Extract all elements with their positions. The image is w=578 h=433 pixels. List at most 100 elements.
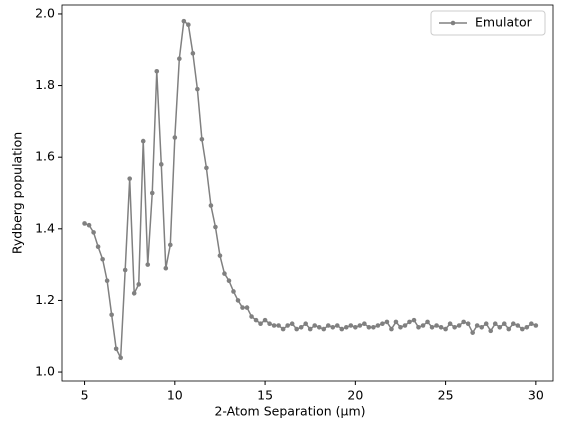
point <box>411 317 417 323</box>
point <box>407 319 412 325</box>
point <box>149 190 155 196</box>
point <box>524 324 530 330</box>
point <box>434 323 439 328</box>
x-tick-label: 30 <box>528 388 544 403</box>
point <box>131 290 137 296</box>
point <box>447 321 453 327</box>
point <box>163 265 169 271</box>
point <box>402 323 408 328</box>
point <box>154 68 160 74</box>
point <box>113 346 119 352</box>
point <box>226 278 232 284</box>
point <box>497 324 503 330</box>
point <box>416 324 421 330</box>
point <box>208 203 214 208</box>
point <box>294 326 299 332</box>
point <box>375 323 381 328</box>
point <box>339 326 345 332</box>
point <box>258 321 263 327</box>
x-axis-label: 2-Atom Separation (μm) <box>214 404 365 419</box>
point <box>271 323 277 328</box>
point <box>249 314 254 319</box>
point <box>465 321 471 327</box>
point <box>177 56 182 62</box>
y-tick-label: 1.4 <box>35 220 55 235</box>
point <box>118 355 123 361</box>
point <box>240 305 245 310</box>
point <box>353 324 358 330</box>
y-tick-label: 2.0 <box>35 5 55 20</box>
legend-label: Emulator <box>475 15 533 30</box>
legend-marker <box>450 20 456 26</box>
point <box>316 324 322 330</box>
point <box>393 319 399 325</box>
point <box>307 326 313 332</box>
y-axis-label: Rydberg population <box>10 132 25 254</box>
point <box>357 323 363 328</box>
point <box>186 22 191 27</box>
point <box>222 271 227 276</box>
point <box>235 298 241 303</box>
x-tick-label: 5 <box>81 388 89 403</box>
y-tick-label: 1.6 <box>35 149 55 164</box>
point <box>520 326 525 332</box>
point <box>420 323 426 328</box>
point <box>371 324 376 330</box>
point <box>510 321 516 327</box>
point <box>533 323 539 328</box>
point <box>366 324 372 330</box>
point <box>501 321 507 327</box>
point <box>158 162 164 167</box>
point <box>384 319 390 325</box>
point <box>168 242 173 248</box>
point <box>145 262 151 267</box>
point <box>362 321 367 327</box>
point <box>217 253 223 258</box>
point <box>506 326 512 332</box>
point <box>325 323 331 328</box>
point <box>195 86 200 92</box>
point <box>204 165 209 171</box>
y-tick-label: 1.2 <box>35 292 55 307</box>
point <box>479 324 484 330</box>
point <box>425 319 430 325</box>
point <box>280 326 286 332</box>
point <box>529 321 534 327</box>
point <box>244 305 250 310</box>
point <box>488 328 494 334</box>
point <box>461 319 466 325</box>
point <box>312 323 318 328</box>
point <box>136 282 142 287</box>
point <box>181 18 187 24</box>
point <box>398 324 403 330</box>
point <box>82 221 87 226</box>
point <box>276 323 281 328</box>
point <box>86 222 92 228</box>
point <box>190 51 196 56</box>
legend-box <box>430 10 546 36</box>
point <box>127 176 132 181</box>
y-tick-label: 1.0 <box>35 364 55 379</box>
legend: Emulator <box>430 10 546 36</box>
point <box>348 323 354 328</box>
point <box>456 323 462 328</box>
x-tick-label: 25 <box>438 388 454 403</box>
x-tick-label: 10 <box>167 388 183 403</box>
point <box>474 323 480 328</box>
point <box>231 289 236 294</box>
point <box>267 321 272 327</box>
x-tick-label: 15 <box>257 388 273 403</box>
point <box>483 321 489 327</box>
point <box>344 324 349 330</box>
point <box>199 136 205 142</box>
y-tick-label: 1.8 <box>35 77 55 92</box>
point <box>91 230 96 235</box>
point <box>321 326 327 332</box>
point <box>100 256 105 262</box>
point <box>438 324 444 330</box>
point <box>213 224 218 230</box>
point <box>515 323 521 328</box>
point <box>380 321 385 327</box>
